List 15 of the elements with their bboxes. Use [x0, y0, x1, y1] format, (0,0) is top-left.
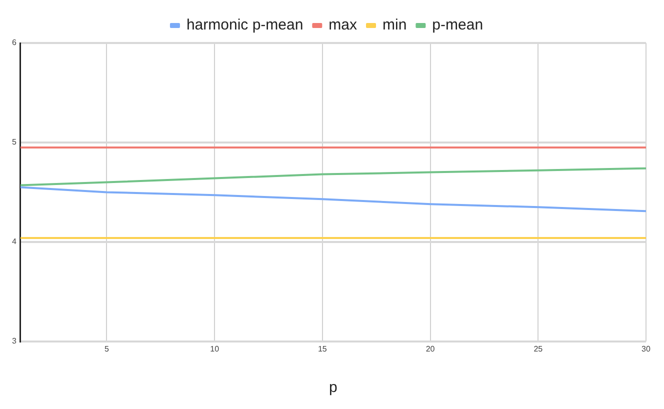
y-tick-label: 3 — [12, 336, 17, 346]
x-tick-label: 10 — [210, 344, 220, 354]
legend-label: min — [382, 16, 407, 34]
y-tick-label: 6 — [12, 38, 17, 48]
y-tick-label: 4 — [12, 237, 17, 246]
legend-label: p-mean — [432, 16, 484, 34]
x-tick-label: 25 — [534, 344, 544, 354]
x-tick-label: 30 — [642, 344, 651, 354]
x-axis-title: p — [329, 379, 338, 396]
x-tick-label: 5 — [104, 344, 110, 354]
x-tick-label: 20 — [426, 344, 436, 354]
x-tick-label: 15 — [318, 344, 328, 354]
legend-label: harmonic p-mean — [186, 16, 304, 34]
legend-label: max — [328, 16, 358, 34]
y-tick-label: 5 — [12, 138, 17, 147]
